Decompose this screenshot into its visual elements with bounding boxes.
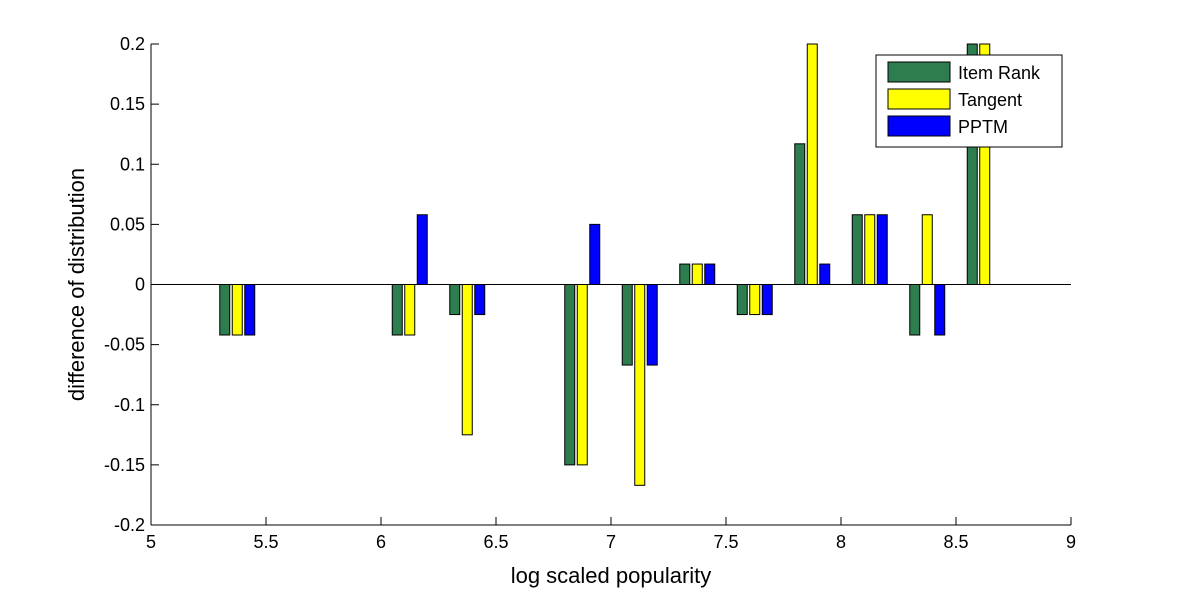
bar-tangent-7: [806, 43, 818, 285]
y-tick-label: 0.05: [110, 214, 145, 234]
legend-label-item-rank: Item Rank: [958, 63, 1041, 83]
bar-pptm-3: [589, 223, 601, 285]
bar-pptm-8: [876, 214, 888, 286]
x-tick-label: 7: [606, 532, 616, 552]
bar-item-rank-5: [679, 263, 691, 285]
legend-swatch-item-rank: [887, 61, 951, 83]
bar-tangent-6: [749, 284, 761, 316]
legend-swatch-tangent: [887, 88, 951, 110]
bars-group: [219, 43, 991, 486]
bar-tangent-4: [634, 284, 646, 486]
bar-item-rank-4: [621, 284, 633, 366]
bar-item-rank-2: [449, 284, 461, 316]
y-tick-label: -0.2: [114, 515, 145, 535]
x-tick-label: 6.5: [483, 532, 508, 552]
y-tick-label: 0: [135, 275, 145, 295]
axes-group: 5 5.5 6 6.5 7 7.5 8 8.5 9 -0.2 -0.15 -0.1 -0.05 0 0.05…: [104, 34, 1076, 552]
bar-item-rank-8: [851, 214, 863, 286]
x-tick-label: 8: [836, 532, 846, 552]
bar-pptm-4: [646, 284, 658, 366]
legend: Item Rank Tangent PPTM: [875, 54, 1063, 148]
bar-tangent-2: [461, 284, 473, 436]
x-tick-label: 8.5: [943, 532, 968, 552]
y-tick-label: -0.1: [114, 395, 145, 415]
y-tick-label: 0.1: [120, 154, 145, 174]
bar-tangent-1: [404, 284, 416, 336]
bar-item-rank-6: [736, 284, 748, 316]
bar-item-rank-0: [219, 284, 231, 336]
bar-item-rank-3: [564, 284, 576, 466]
bar-pptm-7: [819, 263, 831, 285]
bar-tangent-3: [576, 284, 588, 466]
y-tick-label: -0.05: [104, 335, 145, 355]
bar-item-rank-9: [909, 284, 921, 336]
bar-tangent-0: [231, 284, 243, 336]
y-tick-label: 0.15: [110, 94, 145, 114]
y-tick-label: 0.2: [120, 34, 145, 54]
bar-pptm-2: [474, 284, 486, 316]
bar-tangent-5: [691, 263, 703, 285]
bar-tangent-8: [864, 214, 876, 286]
x-tick-label: 6: [376, 532, 386, 552]
bar-pptm-1: [416, 214, 428, 286]
y-tick-label: -0.15: [104, 455, 145, 475]
bar-pptm-6: [761, 284, 773, 316]
bar-tangent-9: [921, 214, 933, 286]
x-axis-label: log scaled popularity: [511, 563, 712, 588]
bar-pptm-9: [934, 284, 946, 336]
legend-swatch-pptm: [887, 115, 951, 137]
x-tick-label: 5: [146, 532, 156, 552]
bar-pptm-5: [704, 263, 716, 285]
legend-label-tangent: Tangent: [958, 90, 1022, 110]
x-tick-label: 5.5: [253, 532, 278, 552]
bar-item-rank-1: [391, 284, 403, 336]
x-tick-label: 7.5: [713, 532, 738, 552]
legend-label-pptm: PPTM: [958, 117, 1008, 137]
y-axis-label: difference of distribution: [64, 168, 89, 401]
bar-item-rank-7: [794, 143, 806, 285]
x-tick-label: 9: [1066, 532, 1076, 552]
bar-pptm-0: [244, 284, 256, 336]
